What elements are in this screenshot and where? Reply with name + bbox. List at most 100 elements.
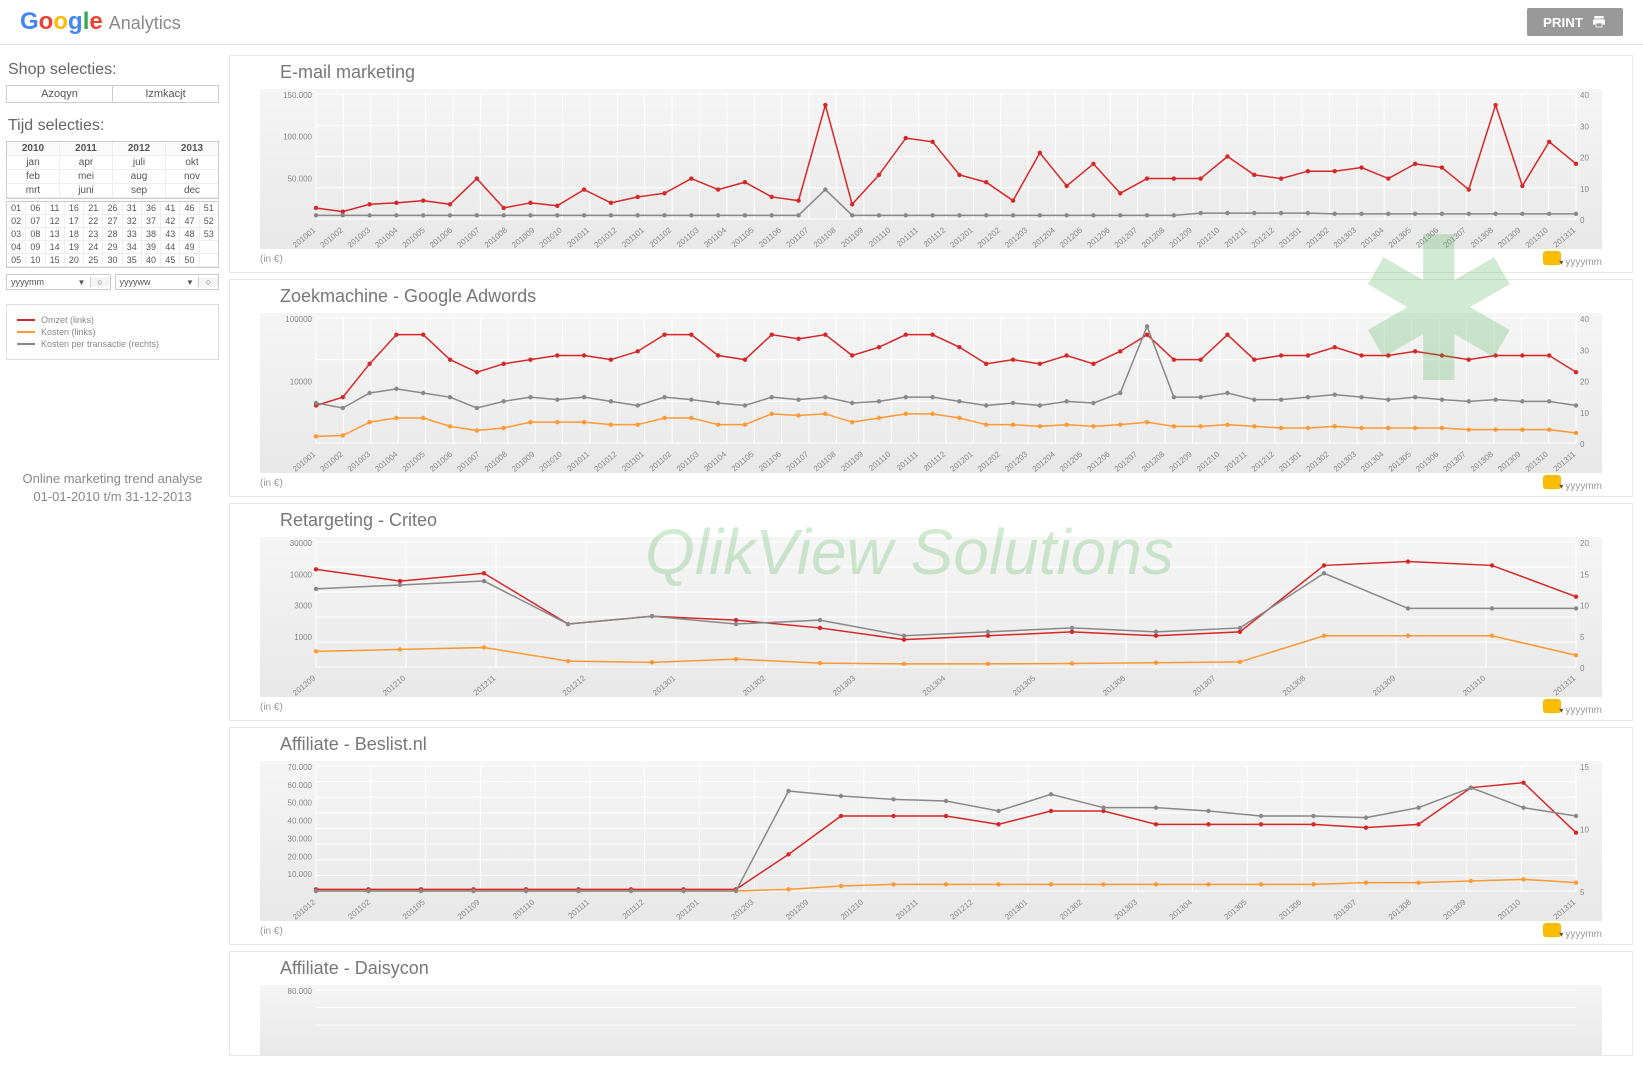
week-cell[interactable]: 19 [65, 241, 84, 254]
svg-text:201209: 201209 [784, 897, 811, 921]
week-cell[interactable]: 41 [161, 202, 180, 215]
week-cell[interactable]: 09 [26, 241, 45, 254]
year-cell[interactable]: 2013 [166, 142, 218, 156]
week-cell[interactable]: 12 [46, 215, 65, 228]
week-cell[interactable]: 34 [123, 241, 142, 254]
week-cell[interactable]: 27 [103, 215, 122, 228]
week-cell[interactable]: 01 [7, 202, 26, 215]
week-cell[interactable]: 03 [7, 228, 26, 241]
shop-tab[interactable]: Azoqyn [7, 86, 113, 102]
week-cell[interactable]: 07 [26, 215, 45, 228]
week-cell[interactable]: 14 [46, 241, 65, 254]
svg-text:201110: 201110 [867, 449, 893, 473]
month-cell[interactable]: dec [166, 184, 218, 198]
svg-text:201109: 201109 [839, 449, 865, 473]
week-cell[interactable]: 45 [161, 254, 180, 267]
week-cell[interactable]: 50 [180, 254, 199, 267]
week-cell[interactable]: 51 [200, 202, 218, 215]
week-cell[interactable]: 48 [180, 228, 199, 241]
month-cell[interactable]: nov [166, 170, 218, 184]
week-cell[interactable]: 21 [84, 202, 103, 215]
week-cell[interactable]: 53 [200, 228, 218, 241]
week-cell[interactable]: 49 [180, 241, 199, 254]
week-cell[interactable]: 47 [180, 215, 199, 228]
svg-text:201212: 201212 [1250, 225, 1277, 249]
week-cell[interactable]: 11 [46, 202, 65, 215]
month-cell[interactable]: okt [166, 156, 218, 170]
month-cell[interactable]: juni [60, 184, 113, 198]
month-cell[interactable]: apr [60, 156, 113, 170]
week-cell[interactable]: 06 [26, 202, 45, 215]
week-cell[interactable]: 39 [142, 241, 161, 254]
year-cell[interactable]: 2012 [113, 142, 166, 156]
svg-text:40: 40 [1580, 315, 1589, 324]
week-cell[interactable]: 15 [46, 254, 65, 267]
year-cell[interactable]: 2011 [60, 142, 113, 156]
month-cell[interactable]: mrt [7, 184, 60, 198]
export-icon[interactable] [1543, 251, 1561, 265]
week-cell[interactable]: 28 [103, 228, 122, 241]
shop-tab[interactable]: Izmkacjt [113, 86, 218, 102]
week-cell[interactable]: 26 [103, 202, 122, 215]
week-cell[interactable]: 35 [123, 254, 142, 267]
svg-text:201309: 201309 [1496, 449, 1523, 473]
week-cell[interactable]: 38 [142, 228, 161, 241]
time-selection-title: Tijd selecties: [8, 117, 219, 135]
month-cell[interactable]: jan [7, 156, 60, 170]
week-cell[interactable]: 40 [142, 254, 161, 267]
week-cell[interactable]: 22 [84, 215, 103, 228]
export-icon[interactable] [1543, 699, 1561, 713]
week-cell[interactable] [200, 254, 218, 267]
week-cell[interactable]: 32 [123, 215, 142, 228]
week-cell[interactable]: 43 [161, 228, 180, 241]
month-cell[interactable]: mei [60, 170, 113, 184]
week-cell[interactable]: 42 [161, 215, 180, 228]
svg-text:30000: 30000 [290, 539, 313, 548]
week-cell[interactable]: 04 [7, 241, 26, 254]
yyyymm-selector[interactable]: yyyymm▼○ [6, 274, 111, 290]
yyyyww-selector[interactable]: yyyyww▼○ [115, 274, 220, 290]
svg-text:201303: 201303 [1332, 449, 1359, 473]
week-cell[interactable]: 24 [84, 241, 103, 254]
week-cell[interactable]: 05 [7, 254, 26, 267]
month-cell[interactable]: juli [113, 156, 166, 170]
month-cell[interactable]: aug [113, 170, 166, 184]
week-cell[interactable]: 13 [46, 228, 65, 241]
week-cell[interactable]: 18 [65, 228, 84, 241]
week-cell[interactable]: 29 [103, 241, 122, 254]
print-button[interactable]: PRINT [1527, 8, 1623, 36]
export-icon[interactable] [1543, 475, 1561, 489]
svg-text:201306: 201306 [1277, 897, 1304, 921]
svg-text:201309: 201309 [1496, 225, 1523, 249]
week-cell[interactable]: 20 [65, 254, 84, 267]
svg-text:201009: 201009 [510, 225, 537, 249]
svg-text:201107: 201107 [785, 225, 811, 249]
week-cell[interactable]: 02 [7, 215, 26, 228]
week-cell[interactable]: 44 [161, 241, 180, 254]
week-cell[interactable]: 46 [180, 202, 199, 215]
month-cell[interactable]: sep [113, 184, 166, 198]
week-cell[interactable]: 17 [65, 215, 84, 228]
export-icon[interactable] [1543, 923, 1561, 937]
week-cell[interactable]: 10 [26, 254, 45, 267]
week-cell[interactable]: 52 [200, 215, 218, 228]
week-cell[interactable]: 30 [103, 254, 122, 267]
svg-text:201012: 201012 [592, 225, 619, 249]
main-content: QlikView Solutions ✱ E-mail marketing150… [225, 45, 1643, 1072]
year-cell[interactable]: 2010 [7, 142, 60, 156]
week-cell[interactable]: 16 [65, 202, 84, 215]
week-cell[interactable] [200, 241, 218, 254]
svg-text:201303: 201303 [1332, 225, 1359, 249]
svg-text:201307: 201307 [1441, 225, 1468, 249]
week-cell[interactable]: 23 [84, 228, 103, 241]
svg-text:10.000: 10.000 [288, 870, 313, 879]
week-cell[interactable]: 37 [142, 215, 161, 228]
week-cell[interactable]: 25 [84, 254, 103, 267]
week-cell[interactable]: 08 [26, 228, 45, 241]
svg-text:201201: 201201 [948, 449, 975, 473]
week-cell[interactable]: 31 [123, 202, 142, 215]
week-cell[interactable]: 33 [123, 228, 142, 241]
week-cell[interactable]: 36 [142, 202, 161, 215]
month-cell[interactable]: feb [7, 170, 60, 184]
svg-text:201203: 201203 [1003, 449, 1030, 473]
